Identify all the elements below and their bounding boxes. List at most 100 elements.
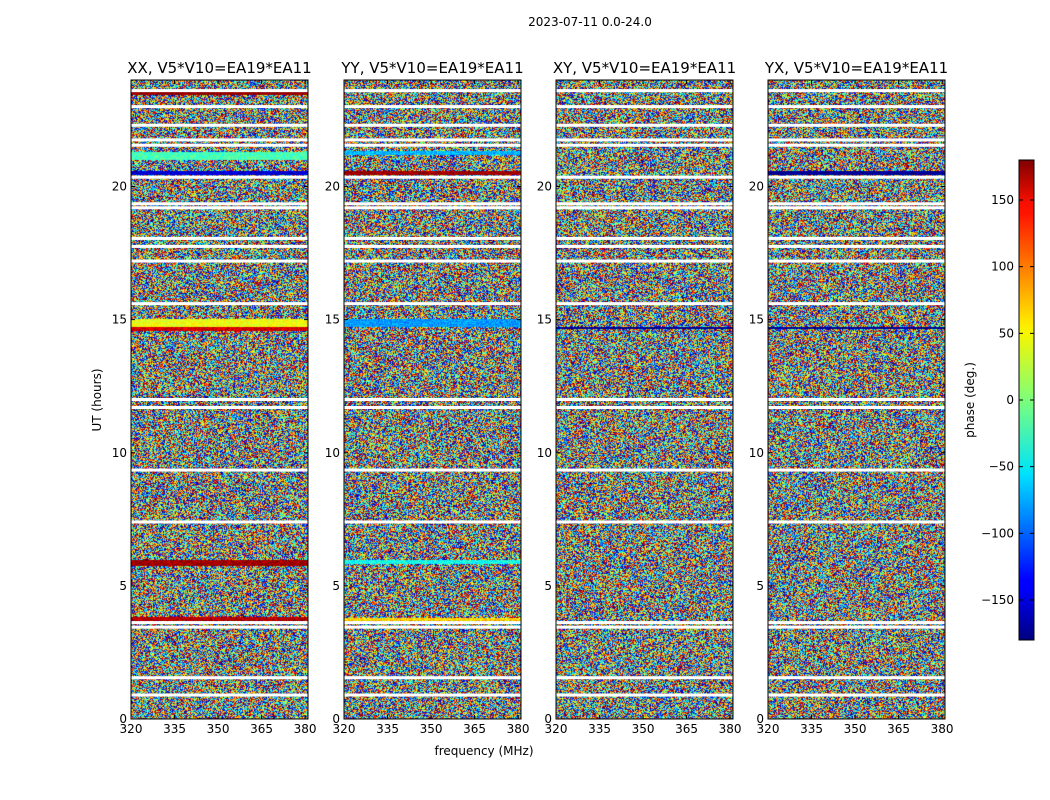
colorbar-tick-label: 150 xyxy=(991,193,1014,207)
colorbar-label: phase (deg.) xyxy=(963,362,977,438)
x-tick-label: 335 xyxy=(376,722,399,736)
panel-title: YY, V5*V10=EA19*EA11 xyxy=(340,59,523,77)
flagged-row xyxy=(556,138,733,142)
panel-title: XY, V5*V10=EA19*EA11 xyxy=(553,59,736,77)
y-tick-label: 15 xyxy=(537,313,552,327)
x-tick-label: 320 xyxy=(545,722,568,736)
flagged-row xyxy=(131,244,308,248)
x-tick-label: 350 xyxy=(420,722,443,736)
panels: XX, V5*V10=EA19*EA11 320 335 350 365 380 0 5 10 1… xyxy=(112,59,954,736)
flagged-row xyxy=(556,676,733,680)
y-tick-label: 5 xyxy=(756,579,764,593)
flagged-row xyxy=(344,236,521,240)
x-tick-label: 365 xyxy=(887,722,910,736)
y-tick-label: 15 xyxy=(325,313,340,327)
flagged-row xyxy=(344,244,521,248)
y-tick-label: 20 xyxy=(749,180,764,194)
flagged-row xyxy=(131,693,308,697)
flagged-row xyxy=(344,206,521,210)
flagged-row xyxy=(131,138,308,142)
panel-1: XX, V5*V10=EA19*EA11 320 335 350 365 380 0 5 10 1… xyxy=(112,59,317,736)
x-tick-label: 365 xyxy=(463,722,486,736)
x-tick-label: 380 xyxy=(719,722,742,736)
x-tick-label: 335 xyxy=(163,722,186,736)
flagged-row xyxy=(768,89,945,93)
x-tick-label: 335 xyxy=(800,722,823,736)
flagged-row xyxy=(556,302,733,306)
colorbar-tick-label: −150 xyxy=(981,593,1014,607)
flagged-row xyxy=(768,244,945,248)
flagged-row xyxy=(768,302,945,306)
flagged-row xyxy=(344,138,521,142)
y-tick-label: 15 xyxy=(749,313,764,327)
x-tick-label: 320 xyxy=(757,722,780,736)
flagged-row xyxy=(556,206,733,210)
flagged-row xyxy=(768,138,945,142)
y-tick-label: 15 xyxy=(112,313,127,327)
colorbar-tick-label: 0 xyxy=(1006,393,1014,407)
flagged-row xyxy=(556,105,733,109)
flagged-row xyxy=(131,398,308,401)
flagged-row xyxy=(344,676,521,680)
flagged-row xyxy=(344,202,521,206)
y-tick-label: 10 xyxy=(325,446,340,460)
flagged-row xyxy=(768,398,945,401)
flagged-row xyxy=(344,123,521,127)
y-tick-label: 10 xyxy=(749,446,764,460)
y-tick-label: 20 xyxy=(112,180,127,194)
flagged-row xyxy=(344,175,521,179)
panel-title: YX, V5*V10=EA19*EA11 xyxy=(764,59,948,77)
y-tick-label: 5 xyxy=(332,579,340,593)
y-axis-label: UT (hours) xyxy=(90,368,104,431)
flagged-row xyxy=(556,468,733,472)
flagged-row xyxy=(344,89,521,93)
flagged-row xyxy=(131,143,308,147)
flagged-row xyxy=(344,520,521,524)
flagged-row xyxy=(556,259,733,263)
flagged-row xyxy=(556,520,733,524)
y-tick-label: 0 xyxy=(756,712,764,726)
flagged-row xyxy=(556,244,733,248)
y-tick-label: 0 xyxy=(332,712,340,726)
panel-frame xyxy=(130,79,309,720)
flagged-row xyxy=(768,236,945,240)
x-tick-label: 350 xyxy=(844,722,867,736)
flagged-row xyxy=(768,143,945,147)
panel-frame xyxy=(555,79,734,720)
y-tick-label: 0 xyxy=(119,712,127,726)
flagged-row xyxy=(131,89,308,93)
flagged-row xyxy=(344,621,521,625)
flagged-row xyxy=(131,405,308,409)
flagged-row xyxy=(344,625,521,629)
flagged-row xyxy=(131,123,308,127)
flagged-row xyxy=(556,202,733,206)
x-axis-label: frequency (MHz) xyxy=(434,744,533,758)
flagged-row xyxy=(131,468,308,472)
colorbar-tick-label: −100 xyxy=(981,526,1014,540)
colorbar: −150 −100 −50 0 50 100 150 phase (deg.) xyxy=(963,159,1035,641)
figure-title: 2023-07-11 0.0-24.0 xyxy=(528,15,652,29)
panel-2: YY, V5*V10=EA19*EA11 320 335 350 365 380 0 5 10 1… xyxy=(325,59,530,736)
colorbar-tick-label: 100 xyxy=(991,260,1014,274)
colorbar-ticks: −150 −100 −50 0 50 100 150 xyxy=(981,193,1034,607)
flagged-row xyxy=(344,259,521,263)
flagged-row xyxy=(131,621,308,625)
flagged-row xyxy=(131,175,308,179)
flagged-row xyxy=(131,625,308,629)
flagged-row xyxy=(344,302,521,306)
y-tick-label: 0 xyxy=(544,712,552,726)
y-tick-label: 10 xyxy=(112,446,127,460)
y-tick-label: 20 xyxy=(325,180,340,194)
flagged-row xyxy=(131,105,308,109)
colorbar-tick-label: 50 xyxy=(999,326,1014,340)
flagged-row xyxy=(131,236,308,240)
flagged-row xyxy=(344,105,521,109)
x-tick-label: 335 xyxy=(588,722,611,736)
flagged-row xyxy=(344,143,521,147)
y-tick-label: 10 xyxy=(537,446,552,460)
flagged-row xyxy=(556,175,733,179)
panel-title: XX, V5*V10=EA19*EA11 xyxy=(127,59,311,77)
flagged-row xyxy=(344,693,521,697)
flagged-row xyxy=(768,259,945,263)
flagged-row xyxy=(768,105,945,109)
